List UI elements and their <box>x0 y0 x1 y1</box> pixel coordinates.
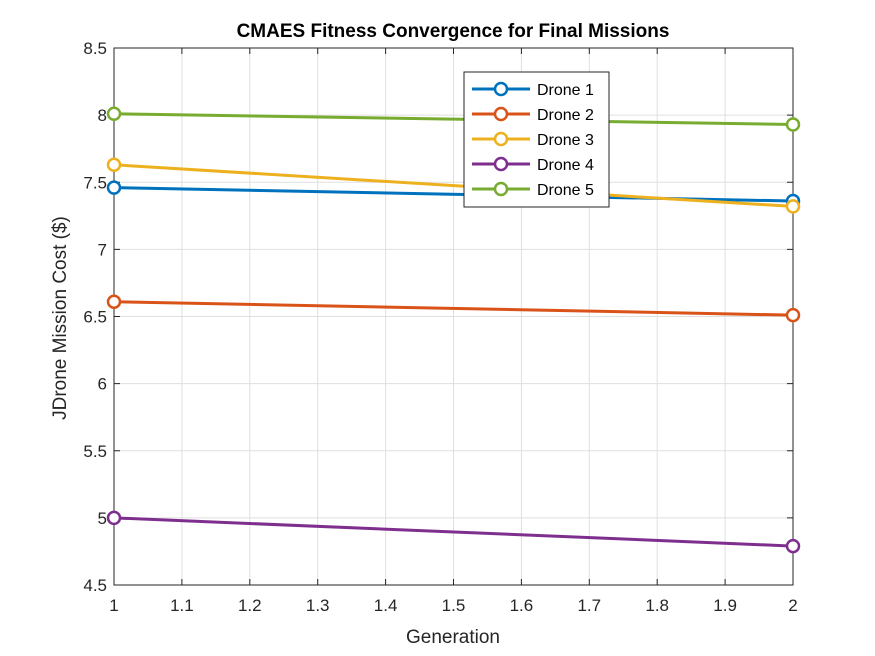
y-tick-label: 6 <box>98 375 107 394</box>
legend-swatch-marker <box>493 81 509 97</box>
y-tick-label: 8.5 <box>83 39 107 58</box>
series-4 <box>106 510 801 554</box>
x-tick-label: 1.5 <box>442 596 466 615</box>
data-point <box>785 199 801 214</box>
legend-entry: Drone 5 <box>472 181 594 199</box>
legend-label: Drone 4 <box>537 157 594 174</box>
y-tick-label: 8 <box>98 106 107 125</box>
legend-swatch-marker <box>493 131 509 147</box>
series-line <box>113 112 794 127</box>
y-tick-label: 7.5 <box>83 173 107 192</box>
y-tick-label: 5.5 <box>83 442 107 461</box>
series-2 <box>106 294 801 323</box>
y-tick-label: 4.5 <box>83 576 107 595</box>
tick-labels: 1 1.1 1.2 1.3 1.4 1.5 1.6 1.7 1.8 1.9 2 4.5 5 5.5 6 6.5… <box>83 39 797 615</box>
x-tick-label: 1.2 <box>238 596 262 615</box>
data-point <box>106 294 122 309</box>
legend-label: Drone 5 <box>537 182 594 199</box>
x-tick-label: 1.7 <box>577 596 601 615</box>
series-3 <box>106 157 801 214</box>
x-tick-label: 1.8 <box>645 596 669 615</box>
data-point <box>106 106 122 122</box>
y-tick-label: 7 <box>98 240 107 259</box>
grid-lines <box>113 47 794 586</box>
y-axis-label: JDrone Mission Cost ($) <box>50 216 71 420</box>
x-tick-label: 1.1 <box>170 596 194 615</box>
legend-label: Drone 3 <box>537 132 594 149</box>
legend: Drone 1 Drone 2 Drone 3 Drone 4 Drone 5 <box>463 71 610 208</box>
x-tick-label: 1.3 <box>306 596 330 615</box>
series-line <box>113 516 794 548</box>
series-line <box>113 300 794 317</box>
legend-entry: Drone 4 <box>472 156 594 174</box>
series-line <box>113 163 794 208</box>
x-axis-label: Generation <box>406 627 500 648</box>
data-point <box>785 307 801 323</box>
legend-swatch-marker <box>493 181 509 197</box>
data-point <box>106 157 122 173</box>
x-tick-label: 2 <box>788 596 797 615</box>
x-tick-label: 1.4 <box>374 596 398 615</box>
legend-swatch-marker <box>493 156 509 172</box>
chart-title: CMAES Fitness Convergence for Final Miss… <box>237 21 670 42</box>
y-tick-label: 5 <box>98 509 107 528</box>
legend-label: Drone 2 <box>537 107 594 124</box>
x-tick-label: 1.6 <box>510 596 534 615</box>
legend-entry: Drone 2 <box>472 106 594 124</box>
y-tick-label: 6.5 <box>83 308 107 327</box>
legend-swatch-marker <box>493 106 509 122</box>
data-point <box>785 538 801 554</box>
legend-entry: Drone 1 <box>472 81 594 99</box>
legend-entry: Drone 3 <box>472 131 594 149</box>
legend-label: Drone 1 <box>537 82 594 99</box>
series-5 <box>106 106 801 132</box>
x-tick-label: 1 <box>109 596 118 615</box>
data-point <box>785 117 801 132</box>
data-point <box>106 180 122 195</box>
data-point <box>106 510 122 526</box>
series-lines <box>106 106 801 554</box>
x-tick-label: 1.9 <box>713 596 737 615</box>
